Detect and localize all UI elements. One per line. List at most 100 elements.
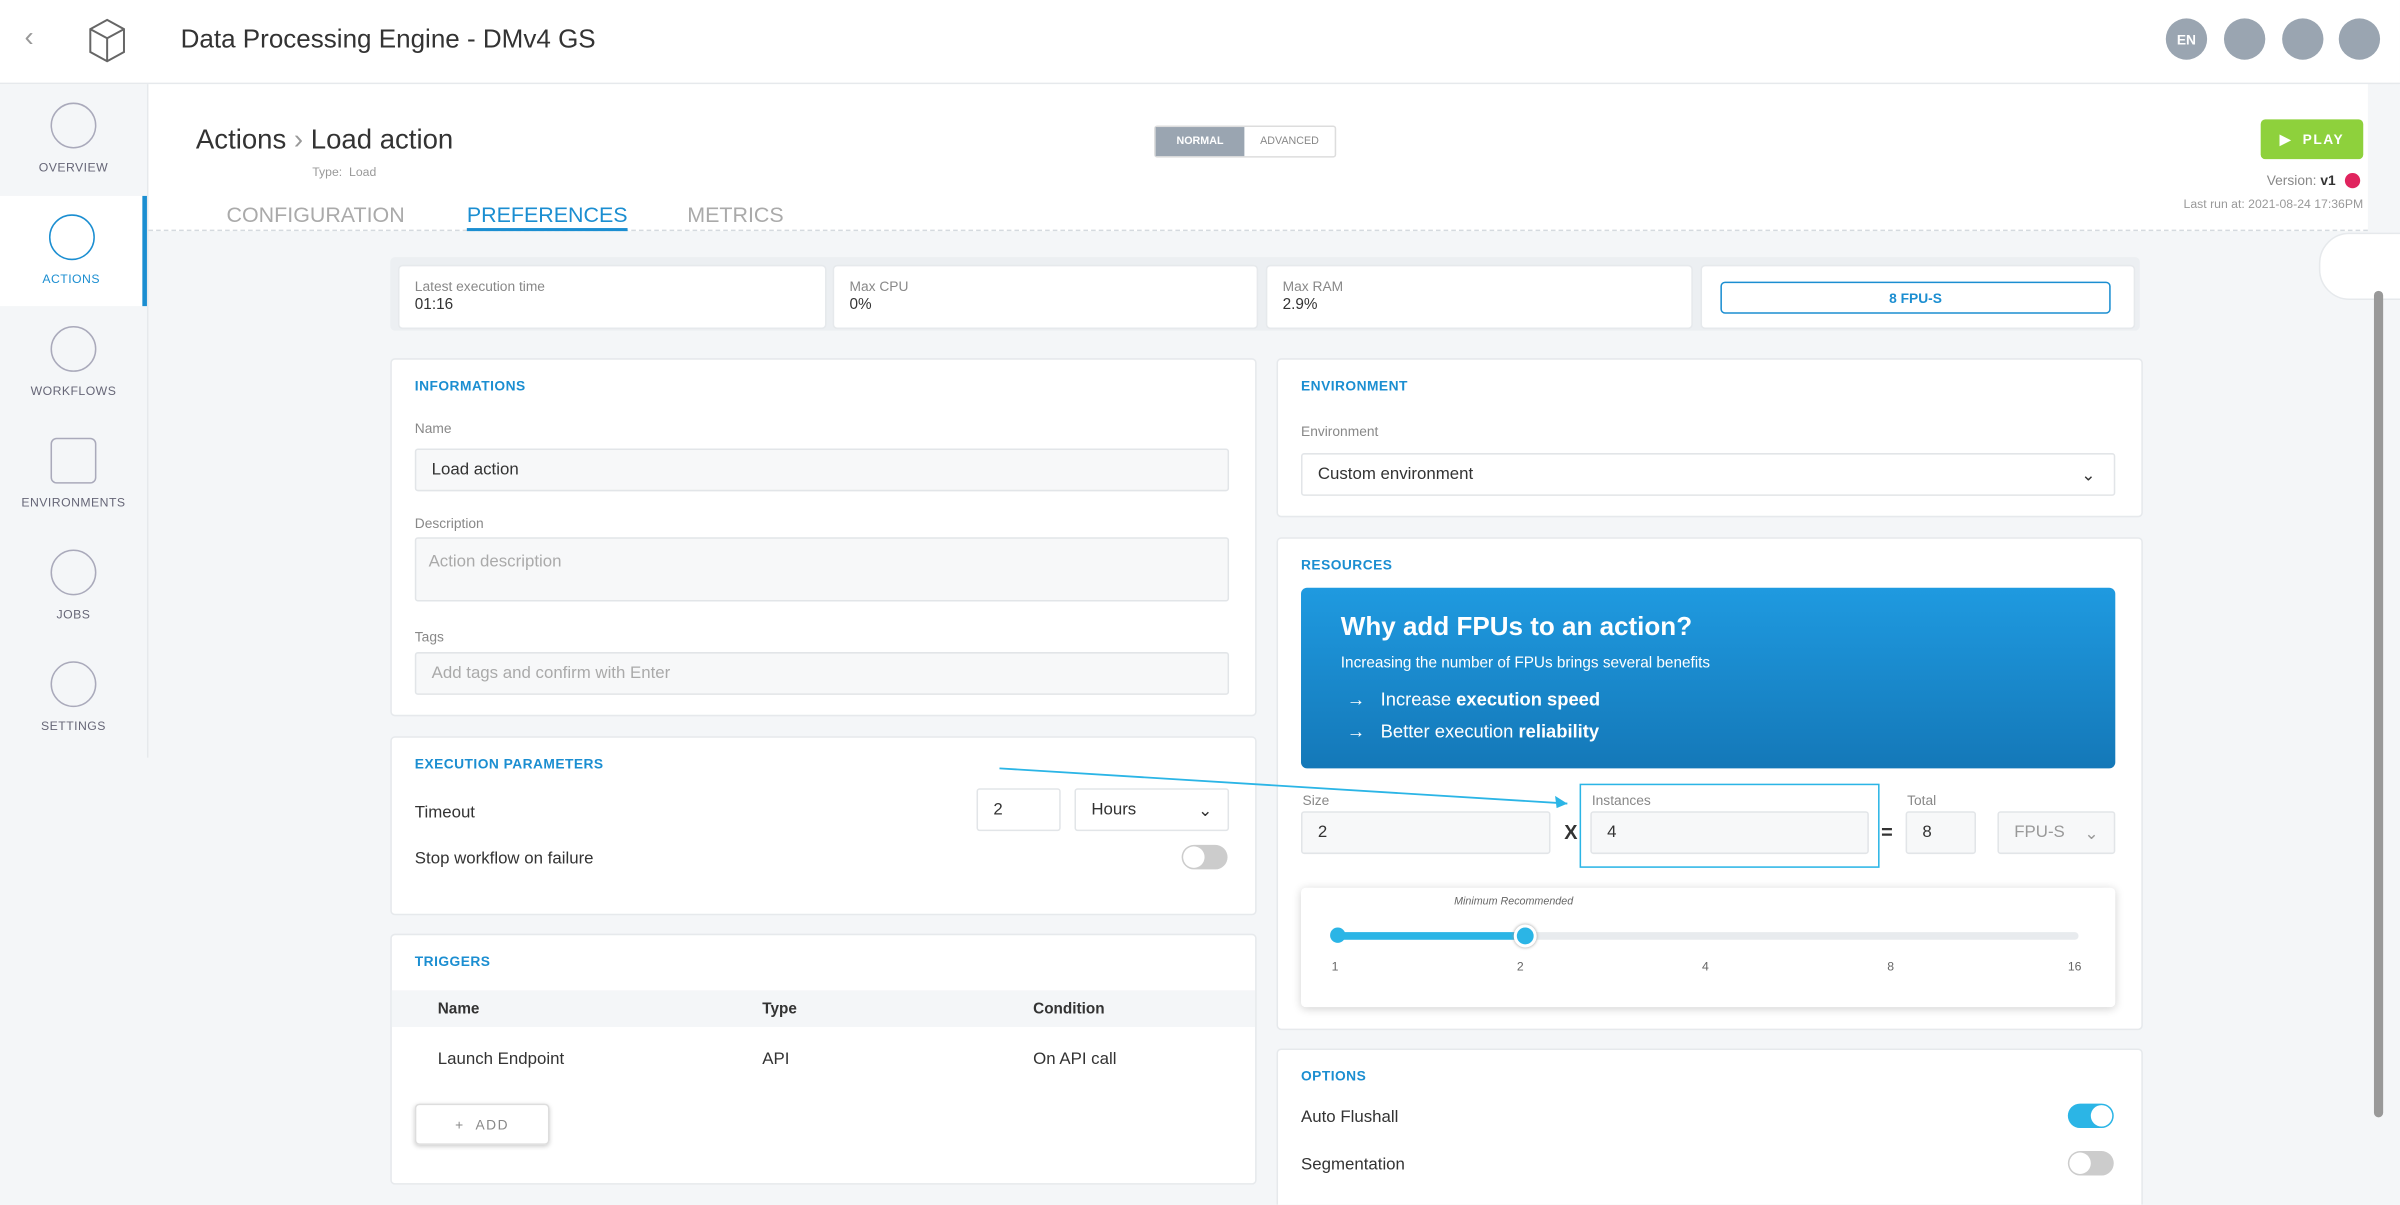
timeout-input[interactable]: 2: [976, 788, 1061, 832]
field-label: Size: [1302, 792, 1330, 809]
tab[interactable]: METRICS: [687, 202, 784, 227]
nav-item[interactable]: WORKFLOWS: [0, 308, 147, 418]
play-button[interactable]: ▶ PLAY: [2260, 119, 2364, 160]
power-button[interactable]: [2338, 18, 2381, 60]
section-title: TRIGGERS: [414, 953, 491, 969]
nav-item[interactable]: OVERVIEW: [0, 84, 147, 194]
slider-tick: 4: [1702, 959, 1709, 974]
slider-handle[interactable]: [1513, 924, 1537, 948]
page-header: [148, 84, 2368, 232]
fpu-card: 8 FPU-S: [1700, 264, 2136, 330]
resources-card: RESOURCES Why add FPUs to an action? Inc…: [1276, 537, 2143, 1031]
back-button[interactable]: ‹: [24, 21, 34, 53]
option-toggle[interactable]: [2067, 1103, 2114, 1129]
nav-label: JOBS: [56, 607, 91, 622]
sidebar: OVERVIEW ACTIONS WORKFLOWS ENVIRONMENTS …: [0, 84, 149, 758]
stat-label: Max CPU: [849, 278, 909, 294]
type-value: Load: [349, 165, 377, 180]
slider-fill: [1337, 932, 1523, 940]
timeout-unit: Hours: [1091, 800, 1137, 819]
header: ‹ Data Processing Engine - DMv4 GS EN: [0, 0, 2400, 85]
mode-advanced[interactable]: ADVANCED: [1260, 136, 1319, 147]
stat-card: Max RAM 2.9%: [1265, 264, 1693, 330]
nav-label: WORKFLOWS: [30, 384, 117, 398]
slider-label: Minimum Recommended: [1454, 896, 1574, 908]
banner-subtitle: Increasing the number of FPUs brings sev…: [1340, 655, 1711, 672]
version-remove[interactable]: [2344, 172, 2361, 189]
slider-dot: [1330, 927, 1346, 943]
field-label: Total: [1907, 792, 1937, 809]
times-sign: X: [1564, 820, 1578, 844]
breadcrumb-current: Load action: [310, 123, 454, 155]
stat-card: Max CPU 0%: [832, 264, 1259, 330]
cell: API: [762, 1049, 790, 1069]
mode-toggle: NORMAL ADVANCED: [1154, 125, 1337, 158]
column-header: Condition: [1033, 1001, 1105, 1018]
stat-label: Latest execution time: [414, 278, 545, 294]
nav-label: ACTIONS: [42, 272, 100, 287]
slider-tick: 1: [1331, 959, 1339, 974]
unit-select[interactable]: FPU-S ⌄: [1997, 811, 2116, 855]
tab-active[interactable]: PREFERENCES: [466, 202, 628, 232]
name-input[interactable]: Load action: [414, 448, 1230, 492]
app-title: Data Processing Engine - DMv4 GS: [180, 24, 596, 54]
section-title: RESOURCES: [1301, 557, 1393, 573]
field-label: Instances: [1591, 792, 1651, 809]
banner-title: Why add FPUs to an action?: [1340, 612, 1693, 642]
field-label: Tags: [414, 629, 444, 645]
option-label: Auto Flushall: [1301, 1108, 1399, 1127]
slider-tick: 8: [1887, 959, 1895, 974]
benefit-bold: execution speed: [1456, 688, 1601, 711]
triggers-card: TRIGGERS Name Type Condition Launch Endp…: [390, 933, 1257, 1185]
options-card: OPTIONS Auto Flushall Segmentation: [1276, 1048, 2143, 1205]
nav-label: ENVIRONMENTS: [21, 495, 126, 510]
benefit-text: Increase: [1380, 688, 1457, 711]
nav-item[interactable]: JOBS: [0, 531, 147, 641]
version-label: Version:: [2266, 172, 2317, 189]
description-input[interactable]: Action description: [414, 537, 1230, 602]
timeout-label: Timeout: [414, 803, 475, 822]
nav-item-active[interactable]: ACTIONS: [0, 195, 147, 307]
unit-value: FPU-S: [2014, 823, 2065, 842]
field-label: Environment: [1301, 423, 1379, 440]
slider-tick: 2: [1516, 959, 1524, 974]
slider-panel: Minimum Recommended 1 2 4 8 16: [1301, 887, 2116, 1008]
nav-item[interactable]: ENVIRONMENTS: [0, 419, 147, 529]
benefit: → Better execution reliability: [1346, 720, 1600, 743]
stat-value: 0%: [849, 296, 872, 314]
column-header: Type: [762, 1001, 797, 1018]
tab[interactable]: CONFIGURATION: [226, 202, 405, 227]
option-toggle[interactable]: [2067, 1151, 2114, 1176]
fpu-button[interactable]: 8 FPU-S: [1720, 281, 2111, 314]
scrollbar[interactable]: [2373, 290, 2384, 1118]
informations-card: INFORMATIONS Name Load action Descriptio…: [390, 358, 1257, 717]
breadcrumb-link[interactable]: Actions: [195, 123, 287, 155]
stop-toggle[interactable]: [1181, 844, 1228, 870]
monitor-button[interactable]: [2223, 18, 2266, 60]
version-value: v1: [2320, 172, 2336, 189]
size-input[interactable]: 2: [1301, 811, 1551, 855]
add-button[interactable]: + ADD: [414, 1103, 550, 1145]
timeout-unit-select[interactable]: Hours ⌄: [1074, 788, 1230, 832]
help-button[interactable]: [2282, 18, 2324, 60]
type-info: Type: Load: [312, 165, 376, 179]
section-title: INFORMATIONS: [414, 378, 526, 394]
stop-label: Stop workflow on failure: [414, 849, 594, 868]
version: Version: v1: [2204, 173, 2336, 188]
logo: [89, 18, 125, 63]
mode-normal[interactable]: NORMAL: [1155, 127, 1245, 157]
tags-input[interactable]: Add tags and confirm with Enter: [414, 652, 1230, 695]
execution-card: EXECUTION PARAMETERS Timeout 2 Hours ⌄ St…: [390, 736, 1257, 916]
section-title: ENVIRONMENT: [1301, 378, 1408, 394]
language-button[interactable]: EN: [2165, 18, 2208, 60]
info-banner: Why add FPUs to an action? Increasing th…: [1301, 587, 2116, 769]
nav-label: OVERVIEW: [38, 160, 109, 175]
slider-track[interactable]: [1337, 932, 2079, 940]
environment-select[interactable]: Custom environment ⌄: [1301, 453, 2116, 496]
benefit-bold: reliability: [1518, 720, 1600, 743]
layers-button[interactable]: [2318, 232, 2400, 300]
instances-input[interactable]: 4: [1590, 811, 1869, 855]
nav-item[interactable]: SETTINGS: [0, 643, 147, 753]
